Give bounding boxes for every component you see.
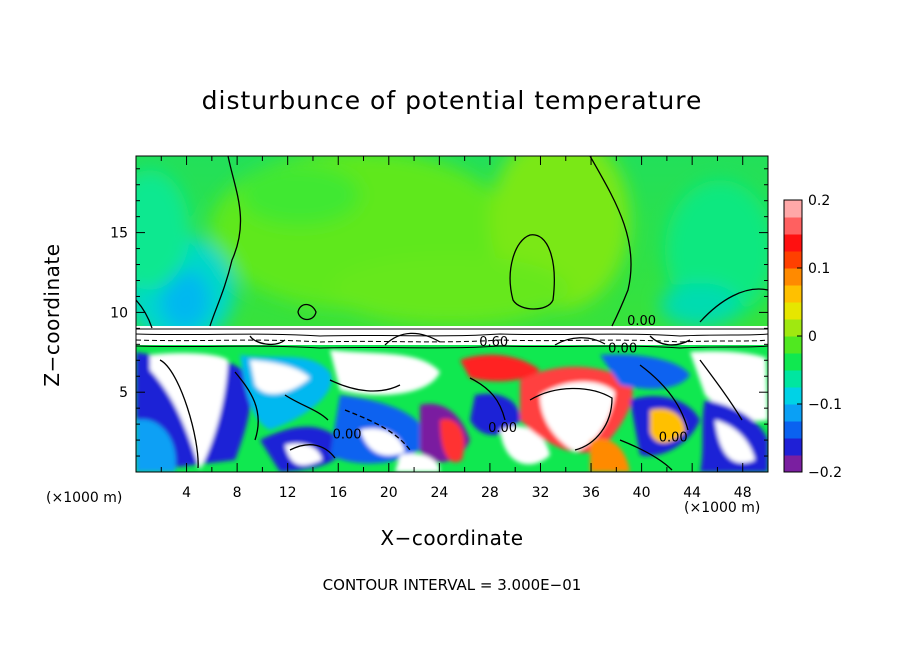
colorbar-tick-label: 0.2	[808, 193, 830, 209]
contour-line	[209, 156, 242, 327]
contour-line	[554, 337, 606, 346]
contour-line	[284, 394, 329, 421]
x-tick-label: 28	[481, 485, 499, 501]
colorbar: 0.2 0.1 0 −0.1 −0.2	[783, 193, 842, 481]
contour-label: 0.00	[627, 314, 656, 329]
y-tick-label: 15	[110, 226, 128, 242]
contour-line	[297, 303, 317, 321]
colorbar-swatch	[784, 319, 802, 337]
contour-label: 0.00	[488, 421, 517, 436]
contour-line	[509, 234, 555, 310]
contour-line	[136, 339, 768, 343]
contour-line	[249, 335, 286, 346]
y-axis: 5 10 15	[110, 168, 768, 457]
contour-label: 0.00	[608, 341, 637, 356]
contour-line	[384, 332, 441, 346]
contour-line	[699, 359, 743, 421]
colorbar-swatch	[784, 404, 802, 422]
x-axis: 4 8 12 16 20 24 28 32 36 40 44 48	[160, 156, 752, 501]
x-unit-label-right: (×1000 m)	[684, 500, 761, 516]
x-tick-label: 32	[532, 485, 550, 501]
y-tick-label: 5	[119, 385, 128, 401]
colorbar-swatch	[784, 234, 802, 252]
lower-field	[136, 345, 768, 472]
colorbar-swatch	[784, 353, 802, 371]
plot-area: 0.00 0.60 0.00 0.00 0.00 0.00	[136, 156, 768, 472]
colorbar-swatch	[784, 336, 802, 354]
contour-line	[289, 444, 336, 459]
contour-line	[136, 345, 768, 349]
colorbar-swatch	[784, 370, 802, 388]
x-tick-label: 8	[233, 485, 242, 501]
contour-line	[699, 288, 768, 323]
x-tick-label: 48	[734, 485, 752, 501]
x-tick-label: 12	[279, 485, 297, 501]
contour-line	[329, 379, 401, 392]
contour-label: 0.00	[659, 431, 688, 446]
contour-line	[529, 387, 613, 451]
colorbar-swatch	[784, 421, 802, 439]
x-axis-label: X−coordinate	[380, 526, 524, 550]
inversion-band	[136, 326, 768, 348]
plot-frame	[135, 155, 769, 473]
chart-title: disturbunce of potential temperature	[201, 86, 703, 115]
x-tick-label: 44	[683, 485, 701, 501]
contour-labels: 0.00 0.60 0.00 0.00 0.00 0.00	[333, 314, 688, 446]
colorbar-swatch	[784, 387, 802, 405]
colorbar-swatch	[784, 251, 802, 269]
x-unit-label-left: (×1000 m)	[46, 490, 123, 506]
colorbar-tick-label: −0.2	[808, 465, 842, 481]
contour-line	[136, 333, 768, 337]
colorbar-swatch	[784, 438, 802, 456]
colorbar-swatch	[784, 302, 802, 320]
contour-lines	[136, 156, 768, 471]
contour-line	[136, 299, 153, 329]
x-tick-label: 16	[329, 485, 347, 501]
y-axis-label: Z−coordinate	[40, 243, 64, 387]
contour-label: 0.00	[333, 427, 362, 442]
colorbar-swatch	[784, 217, 802, 235]
y-tick-label: 10	[110, 305, 128, 321]
colorbar-swatch	[784, 285, 802, 303]
contour-line	[649, 335, 691, 346]
colorbar-tick-label: 0.1	[808, 261, 830, 277]
contour-line	[469, 377, 506, 421]
x-tick-label: 36	[582, 485, 600, 501]
contour-line	[589, 156, 632, 327]
colorbar-tick-label: −0.1	[808, 397, 842, 413]
contour-label: 0.60	[479, 335, 508, 350]
x-tick-label: 4	[182, 485, 191, 501]
contour-line	[639, 364, 689, 431]
contour-interval-note: CONTOUR INTERVAL = 3.000E−01	[322, 576, 582, 594]
contour-line	[234, 371, 259, 441]
x-tick-label: 24	[430, 485, 448, 501]
colorbar-swatch	[784, 268, 802, 286]
colorbar-swatch	[784, 455, 802, 473]
colorbar-swatch	[784, 200, 802, 218]
contour-line	[619, 439, 673, 471]
x-tick-label: 40	[633, 485, 651, 501]
x-tick-label: 20	[380, 485, 398, 501]
contour-line	[159, 359, 199, 469]
colorbar-tick-label: 0	[808, 329, 817, 345]
